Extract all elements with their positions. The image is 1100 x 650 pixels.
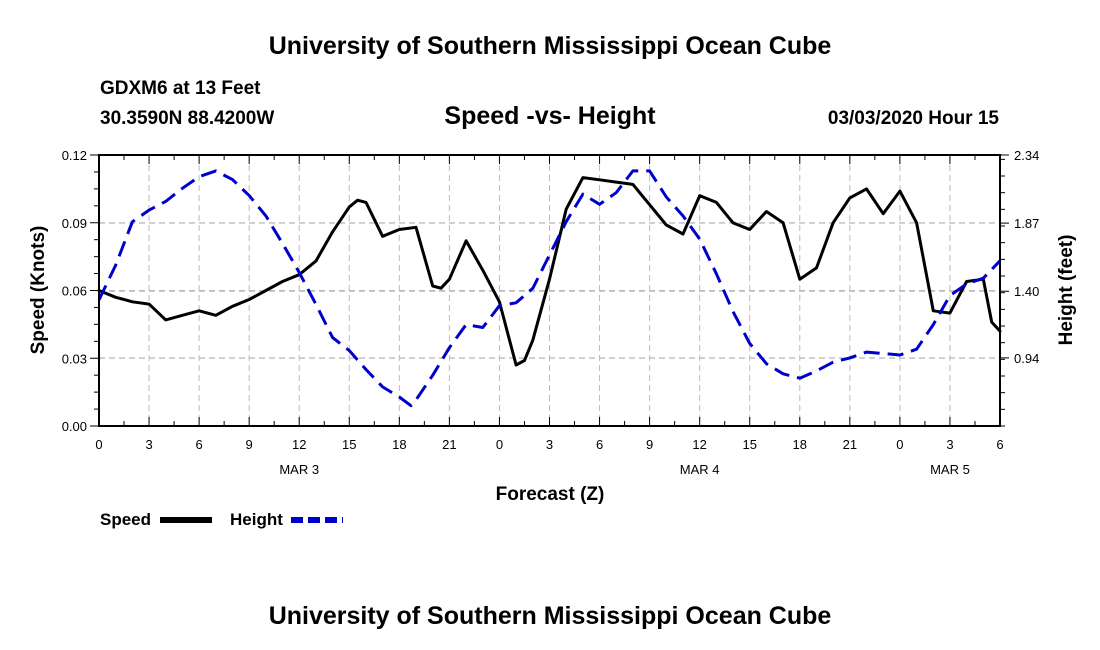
x-axis-title: Forecast (Z): [496, 484, 605, 505]
y-axis-title: Speed (Knots): [28, 226, 49, 355]
day-label: MAR 3: [279, 462, 319, 477]
grid: [99, 154, 1000, 426]
chart-title: Speed -vs- Height: [444, 102, 656, 130]
x-tick-label: 9: [646, 437, 653, 452]
station-label: GDXM6 at 13 Feet: [100, 78, 261, 99]
datetime-label: 03/03/2020 Hour 15: [828, 108, 1000, 129]
y-tick-label: 0.03: [62, 351, 87, 366]
x-tick-label: 12: [292, 437, 306, 452]
legend: Speed Height: [100, 510, 343, 529]
x-tick-label: 3: [546, 437, 553, 452]
y2-axis-title: Height (feet): [1056, 235, 1077, 346]
x-tick-label: 18: [392, 437, 406, 452]
x-tick-label: 0: [896, 437, 903, 452]
y2-tick-label: 2.34: [1014, 148, 1039, 163]
series-layer: [97, 169, 1002, 408]
x-tick-label: 9: [246, 437, 253, 452]
x-tick-label: 6: [596, 437, 603, 452]
x-tick-label: 15: [742, 437, 756, 452]
day-label: MAR 5: [930, 462, 970, 477]
x-tick-label: 3: [946, 437, 953, 452]
x-tick-label: 0: [496, 437, 503, 452]
speed-series-line: [97, 176, 1002, 367]
x-tick-label: 6: [195, 437, 202, 452]
y-tick-label: 0.12: [62, 148, 87, 163]
x-tick-label: 3: [145, 437, 152, 452]
y-tick-label: 0.09: [62, 216, 87, 231]
legend-speed-label: Speed: [100, 510, 151, 529]
day-label: MAR 4: [680, 462, 720, 477]
x-tick-label: 6: [996, 437, 1003, 452]
x-tick-label: 21: [442, 437, 456, 452]
legend-height-label: Height: [230, 510, 283, 529]
main-title: University of Southern Mississippi Ocean…: [269, 32, 832, 60]
x-tick-label: 18: [793, 437, 807, 452]
x-tick-label: 21: [843, 437, 857, 452]
y2-tick-label: 0.94: [1014, 351, 1039, 366]
ticks: 0 3 6 9 12 15 18 21 0 3 6 9 12 15 18 21 0 3 6 MAR 3 MAR 4 MAR…: [62, 148, 1040, 477]
x-tick-label: 15: [342, 437, 356, 452]
coordinates-label: 30.3590N 88.4200W: [100, 108, 274, 129]
y2-tick-label: 1.40: [1014, 284, 1039, 299]
y-tick-label: 0.00: [62, 419, 87, 434]
height-series-line: [97, 169, 1002, 408]
x-tick-label: 0: [95, 437, 102, 452]
x-tick-label: 12: [692, 437, 706, 452]
y-tick-label: 0.06: [62, 284, 87, 299]
footer-title: University of Southern Mississippi Ocean…: [269, 602, 832, 630]
y2-tick-label: 1.87: [1014, 216, 1039, 231]
